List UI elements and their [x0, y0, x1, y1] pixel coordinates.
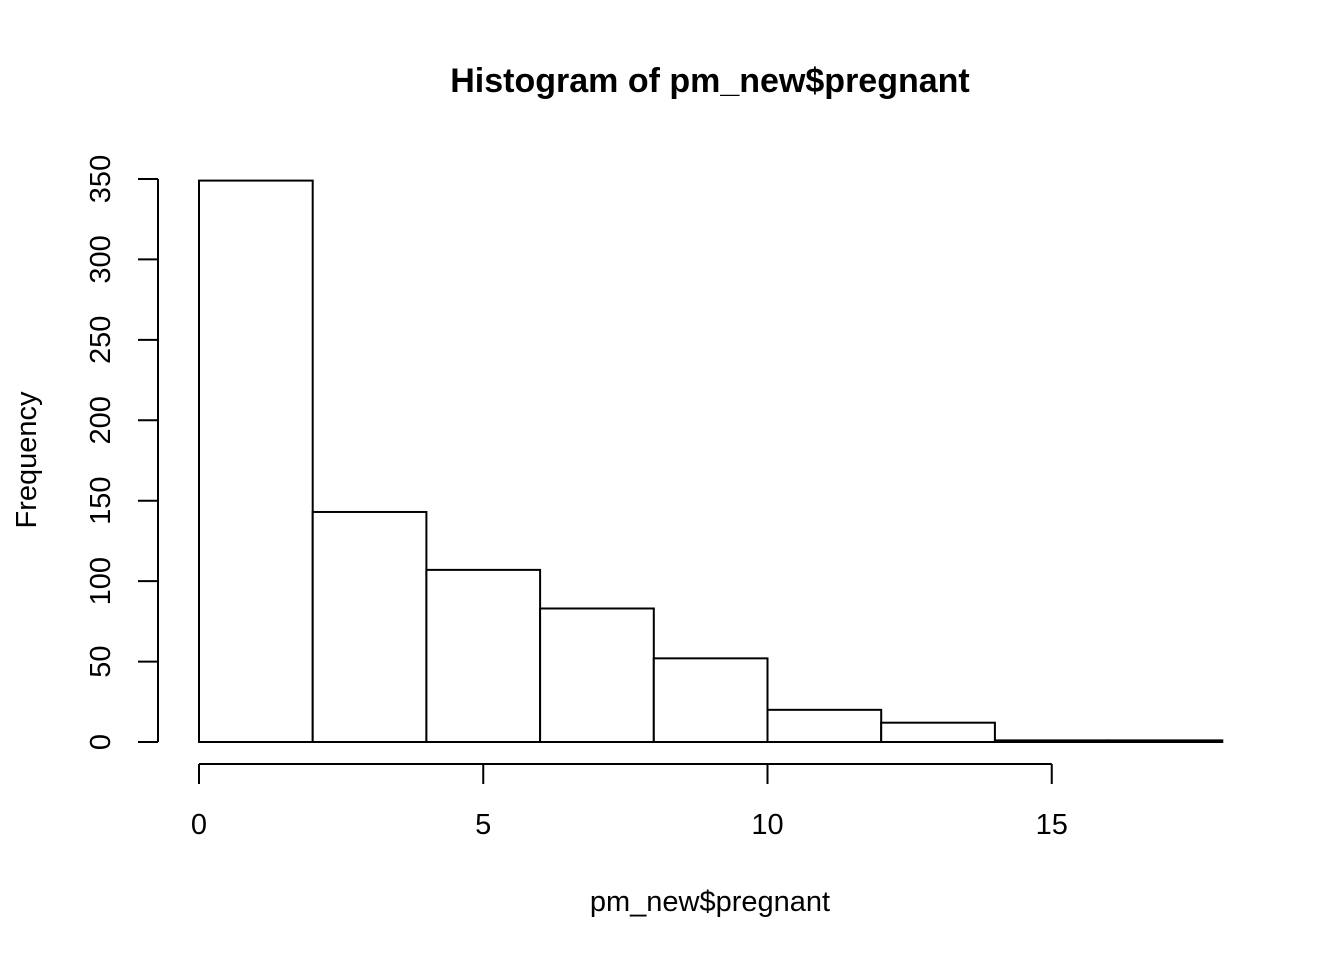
y-axis-label: Frequency — [11, 391, 43, 529]
y-tick-label: 100 — [85, 557, 117, 605]
y-tick-label: 200 — [85, 396, 117, 444]
y-axis: 0 50 100 150 200 250 300 350 — [85, 155, 159, 750]
histogram-bar — [652, 657, 769, 743]
histogram-bar — [993, 739, 1110, 744]
y-tick-label: 50 — [85, 645, 117, 677]
y-tick-label: 350 — [85, 155, 117, 203]
x-axis-label: pm_new$pregnant — [590, 886, 830, 918]
histogram-bar — [1107, 739, 1224, 744]
histogram-bar — [425, 568, 542, 744]
y-tick-label: 0 — [85, 734, 117, 750]
x-tick-label: 5 — [475, 809, 491, 841]
histogram-bar — [198, 179, 314, 744]
histogram-bar — [766, 708, 883, 744]
y-tick-label: 150 — [85, 477, 117, 525]
x-axis: 0 5 10 15 — [191, 763, 1068, 841]
histogram-bar — [311, 510, 428, 744]
bars-group — [198, 179, 1224, 744]
y-tick-label: 250 — [85, 316, 117, 364]
x-tick-label: 10 — [751, 809, 783, 841]
x-tick-label: 0 — [191, 809, 207, 841]
x-tick-label: 15 — [1036, 809, 1068, 841]
chart-title: Histogram of pm_new$pregnant — [450, 62, 970, 100]
y-tick-label: 300 — [85, 235, 117, 283]
histogram-bar — [539, 607, 655, 743]
histogram-bar — [880, 721, 996, 743]
